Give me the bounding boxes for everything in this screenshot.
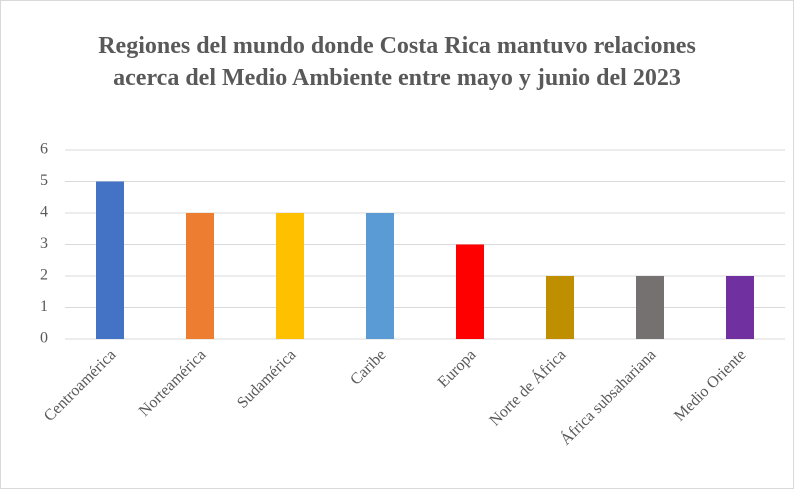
x-tick-label: Medio Oriente bbox=[671, 346, 749, 424]
y-tick-label: 3 bbox=[40, 235, 48, 252]
y-tick-label: 4 bbox=[40, 204, 48, 221]
x-tick-label: Norte de África bbox=[485, 345, 569, 429]
bar bbox=[366, 213, 394, 339]
bar bbox=[546, 276, 574, 339]
bar bbox=[186, 213, 214, 339]
x-tick-label: Caribe bbox=[347, 346, 389, 388]
x-tick-label: Norteamérica bbox=[136, 346, 210, 420]
x-tick-label: África subsahariana bbox=[556, 345, 660, 449]
y-tick-label: 1 bbox=[40, 298, 48, 315]
bar bbox=[96, 181, 124, 339]
bar bbox=[456, 244, 484, 339]
y-tick-label: 2 bbox=[40, 267, 48, 284]
bar bbox=[726, 276, 754, 339]
chart-title: Regiones del mundo donde Costa Rica mant… bbox=[98, 33, 696, 91]
x-tick-label: Europa bbox=[435, 346, 480, 391]
x-tick-label: Centroamérica bbox=[41, 346, 120, 425]
bar bbox=[636, 276, 664, 339]
y-tick-label: 6 bbox=[40, 141, 48, 158]
x-tick-label: Sudamérica bbox=[234, 346, 299, 411]
y-tick-label: 5 bbox=[40, 172, 48, 189]
y-tick-label: 0 bbox=[40, 330, 48, 347]
bar bbox=[276, 213, 304, 339]
